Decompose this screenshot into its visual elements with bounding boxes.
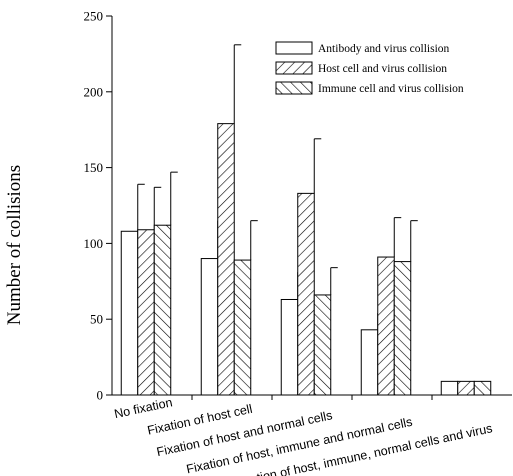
legend-swatch (275, 81, 313, 95)
legend-label: Host cell and virus collision (318, 63, 447, 75)
legend-swatch (275, 61, 313, 75)
y-tick-label: 50 (90, 312, 103, 327)
bar (440, 380, 459, 396)
bar (377, 256, 395, 396)
bar (200, 258, 219, 396)
bar (393, 261, 412, 396)
legend-swatch (275, 41, 313, 55)
y-tick-label: 150 (84, 160, 104, 175)
bar (473, 380, 492, 396)
x-tick-label: No fixation (113, 395, 174, 421)
legend-label: Antibody and virus collision (318, 43, 450, 55)
bar (120, 230, 139, 396)
bar (360, 329, 379, 396)
y-tick-label: 100 (84, 236, 104, 251)
y-tick-label: 200 (84, 84, 104, 99)
bar (280, 298, 299, 396)
y-tick-label: 250 (84, 9, 104, 24)
bar (297, 192, 315, 396)
bar (137, 229, 155, 396)
bar (457, 380, 475, 396)
bar (153, 224, 172, 396)
legend-label: Immune cell and virus collision (318, 83, 464, 95)
y-tick-label: 0 (97, 388, 104, 403)
bar (313, 294, 332, 396)
bar (217, 123, 235, 396)
y-axis-label: Number of collisions (4, 165, 25, 325)
bar (233, 259, 252, 396)
